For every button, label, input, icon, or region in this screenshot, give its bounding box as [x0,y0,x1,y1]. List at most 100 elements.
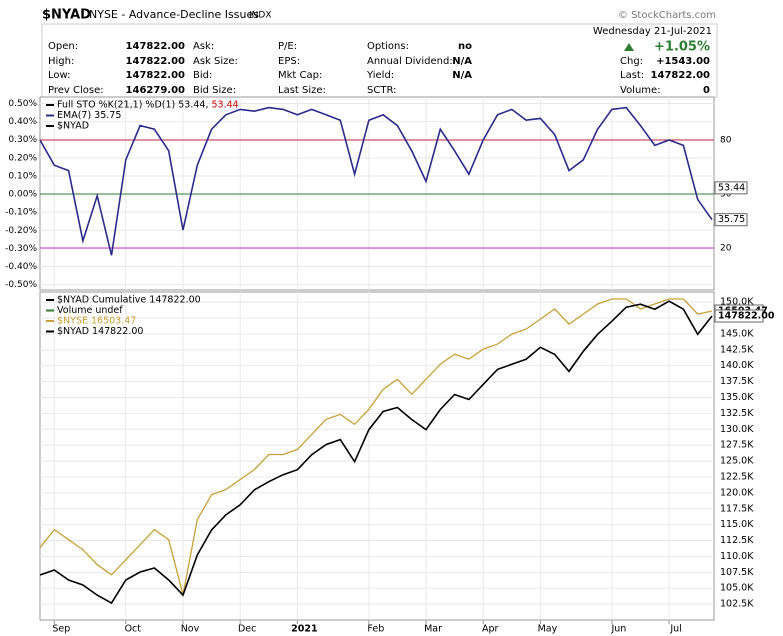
quote-label: Open: [48,41,78,52]
quote-label: P/E: [278,41,297,52]
symbol: $NYAD [42,8,91,23]
quote-label: Options: [367,41,409,52]
y-tick-label: 107.5K [720,567,754,578]
y-tick-label: 0.10% [8,171,37,181]
quote-value: +1543.00 [656,56,710,67]
y-tick-label: 130.0K [720,424,754,435]
y-tick-label: -0.30% [5,244,37,254]
value-marker-label: 53.44 [718,182,745,193]
quote-label: Prev Close: [48,85,104,96]
quote-label: Last Size: [278,85,326,96]
panel-frame [39,96,715,291]
quote-label: Bid: [193,70,212,81]
quote-label: Yield: [366,70,394,81]
up-arrow [624,43,634,51]
quote-label: Annual Dividend: [367,56,453,67]
y-tick-label: -0.10% [5,208,37,218]
y-tick-label: 122.5K [720,471,754,482]
quote-label: Chg: [620,56,643,67]
x-tick-label: Mar [424,624,442,635]
description: NYSE - Advance-Decline Issues [89,8,259,21]
source: © StockCharts.com [618,10,716,21]
y2-tick-label: 50 [720,190,732,200]
quote-label: High: [48,56,74,67]
y-tick-label: 110.0K [720,551,754,562]
y-tick-label: 137.5K [720,376,754,387]
quote-label: SCTR: [367,85,396,96]
y-tick-label: 0.20% [8,153,37,163]
y-tick-label: -0.50% [5,280,37,290]
exchange: INDX [249,11,271,21]
quote-label: EPS: [278,56,300,67]
y2-tick-label: 20 [720,244,732,254]
x-tick-label: Apr [482,624,499,635]
y-tick-label: 145.0K [720,328,754,339]
y-tick-label: 0.00% [8,190,37,200]
quote-label: Last: [620,70,644,81]
legend-extra: 53.44 [211,100,238,111]
x-tick-label: Jul [669,624,681,635]
x-tick-label: 2021 [291,624,317,635]
legend-text: $NYAD [57,121,89,132]
legend-text: EMA(7) 35.75 [57,110,121,121]
legend-text: Volume undef [57,305,123,316]
quote-label: Low: [48,70,71,81]
value-marker-box [714,181,748,195]
y-tick-label: 0.50% [8,99,37,109]
y-tick-label: 120.0K [720,487,754,498]
quote-label: Ask: [193,41,214,52]
x-tick-label: Nov [181,624,200,635]
quote-value: 147822.00 [126,70,186,81]
y-tick-label: 102.5K [720,599,754,610]
quote-value: N/A [452,56,472,67]
quote-label: Mkt Cap: [278,70,322,81]
series-line [39,106,713,256]
y-tick-label: 0.40% [8,117,37,127]
legend-text: $NYAD Cumulative 147822.00 [57,295,201,306]
y-tick-label: 115.0K [720,519,754,530]
legend-text: Full STO %K(21,1) %D(1) 53.44, [57,100,208,111]
series-line [39,298,713,595]
y-tick-label: -0.40% [5,262,37,272]
legend-text: $NYAD 147822.00 [57,326,143,337]
value-marker-box [714,309,764,323]
y-tick-label: 0.30% [8,135,37,145]
y-tick-label: 135.0K [720,392,754,403]
quote-date: Wednesday 21-Jul-2021 [593,26,712,37]
series-line [39,300,713,605]
legend-text: $NYSE 16503.47 [57,316,136,327]
y-tick-label: 117.5K [720,503,754,514]
y-tick-label: 112.5K [720,535,754,546]
value-marker-box [714,213,748,227]
value-marker-label: 35.75 [718,214,745,225]
x-tick-label: Feb [367,624,384,635]
y-tick-label: -0.20% [5,226,37,236]
y-tick-label: 150.0K [720,297,754,308]
x-tick-label: May [538,624,558,635]
value-marker-label: 147822.00 [718,311,775,322]
quote-value: N/A [452,70,472,81]
x-tick-label: Dec [238,624,256,635]
y-tick-label: 125.0K [720,456,754,467]
quote-value: 147822.00 [651,70,711,81]
y-tick-label: 132.5K [720,408,754,419]
y-tick-label: 142.5K [720,344,754,355]
y2-tick-label: 80 [720,136,732,146]
quote-value: no [458,41,472,52]
y-tick-label: 127.5K [720,440,754,451]
quote-value: 0 [703,85,710,96]
change-pct: +1.05% [654,40,710,55]
y-tick-label: 105.0K [720,583,754,594]
x-tick-label: Oct [125,624,142,635]
quote-box [41,23,718,98]
panel-frame [39,291,715,621]
y-tick-label: 140.0K [720,360,754,371]
x-tick-label: Jun [610,624,626,635]
x-tick-label: Sep [52,624,70,635]
quote-value: 147822.00 [126,41,186,52]
quote-label: Volume: [620,85,661,96]
quote-label: Bid Size: [193,85,236,96]
quote-value: 146279.00 [126,85,186,96]
quote-value: 147822.00 [126,56,186,67]
